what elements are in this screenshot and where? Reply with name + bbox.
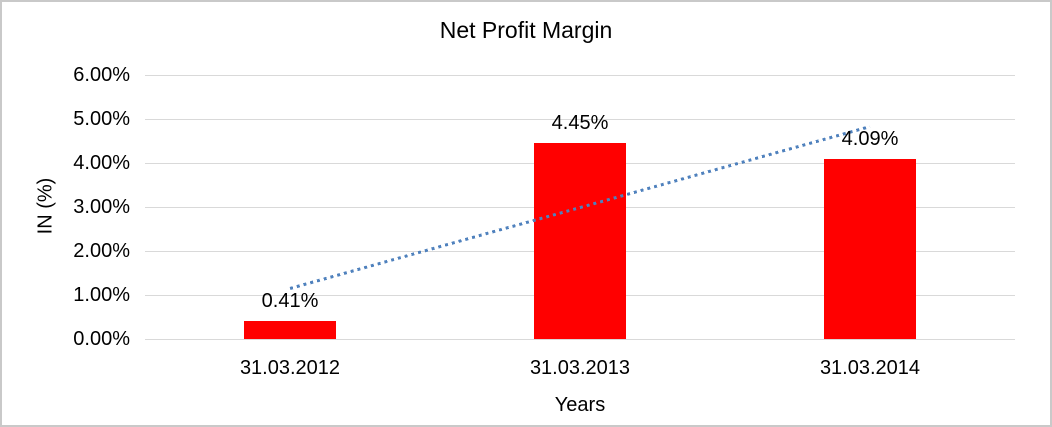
chart-title: Net Profit Margin — [439, 17, 613, 43]
y-tick-label: 1.00% — [73, 284, 130, 306]
bar — [244, 320, 336, 339]
x-tick-label: 31.03.2013 — [529, 357, 631, 379]
y-tick-label: 4.00% — [73, 152, 130, 174]
gridline — [145, 118, 1015, 120]
bar — [824, 159, 916, 339]
data-label: 4.09% — [841, 128, 899, 151]
x-tick-label: 31.03.2014 — [819, 357, 921, 379]
y-tick-label: 3.00% — [73, 196, 130, 218]
x-tick-label: 31.03.2012 — [239, 357, 341, 379]
y-tick-label: 2.00% — [73, 240, 130, 262]
bar — [534, 143, 626, 339]
y-tick-label: 6.00% — [73, 64, 130, 86]
x-axis-title: Years — [554, 394, 606, 416]
gridline — [145, 74, 1015, 76]
y-tick-label: 0.00% — [73, 328, 130, 350]
y-tick-label: 5.00% — [73, 108, 130, 130]
data-label: 0.41% — [261, 289, 319, 312]
gridline — [145, 338, 1015, 340]
data-label: 4.45% — [551, 112, 609, 135]
